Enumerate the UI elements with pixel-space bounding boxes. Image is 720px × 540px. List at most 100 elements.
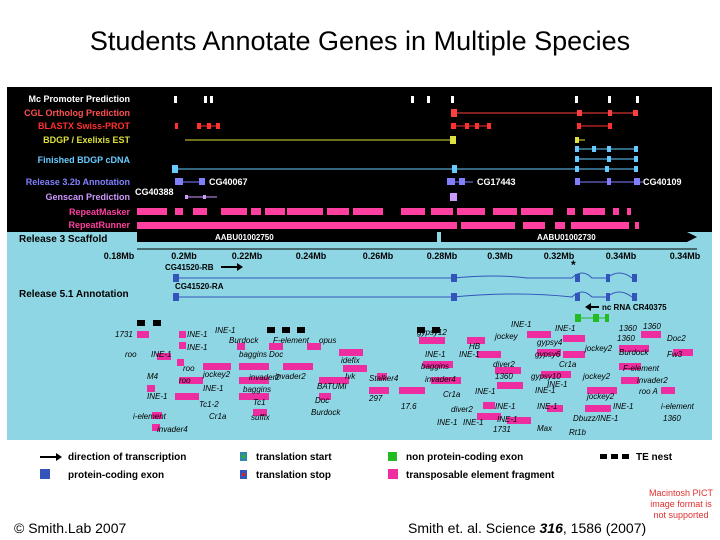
track-label: Genscan Prediction <box>45 192 130 202</box>
ruler-tick: 0.3Mb <box>487 251 513 261</box>
repeatmasker-features <box>137 208 631 215</box>
direction-arrowhead <box>237 263 243 271</box>
te-label: Doc2 <box>667 334 686 343</box>
track-label: RepeatRunner <box>68 220 130 230</box>
te-label: suffix <box>251 413 271 422</box>
gene-label-cg40109: CG40109 <box>643 177 682 187</box>
te-label: 1360 <box>495 372 513 381</box>
slide-title: Students Annotate Genes in Multiple Spec… <box>89 26 631 56</box>
te-label: opus <box>319 336 336 345</box>
te-label: HB <box>469 342 481 351</box>
te-label: Burdock <box>229 336 259 345</box>
legend-label: transposable element fragment <box>406 470 555 481</box>
citation-volume: 316 <box>539 520 563 536</box>
te-label: gypsy12 <box>417 328 447 337</box>
repeatrunner-features <box>137 222 639 229</box>
te-label: INE-1 <box>497 415 517 424</box>
te-label: invader2 <box>275 372 306 381</box>
track-label: Release 3.2b Annotation <box>26 177 130 187</box>
te-label: INE-1 <box>203 384 223 393</box>
te-label: INE-1 <box>547 380 567 389</box>
te-label: Cr1a <box>443 390 461 399</box>
te-label: INE-1 <box>425 350 445 359</box>
te-label: F-element <box>623 364 660 373</box>
te-label: Cr1a <box>209 412 227 421</box>
legend-label: translation start <box>256 452 332 463</box>
te-label: roo <box>183 364 195 373</box>
ruler-tick-extra: 0.34Mb <box>670 251 701 261</box>
te-label: 1360 <box>663 414 681 423</box>
ncrna-label: nc RNA CR40375 <box>602 303 667 312</box>
promoter-features <box>174 96 639 103</box>
ruler-tick: 0.32Mb <box>544 251 575 261</box>
te-label: INE-1 <box>151 350 171 359</box>
te-label: M4 <box>147 372 159 381</box>
te-label: Dbuzz/INE-1 <box>573 414 618 423</box>
ruler-tick: 0.22Mb <box>232 251 263 261</box>
te-label: invader2 <box>249 373 280 382</box>
track-label: RepeatMasker <box>69 207 131 217</box>
exons-ra <box>173 293 637 301</box>
te-label: Doc <box>315 396 329 405</box>
te-label: Doc <box>269 350 283 359</box>
ruler-tick: 0.2Mb <box>171 251 197 261</box>
te-label: gypsy4 <box>537 338 563 347</box>
te-label: BATUMI <box>317 382 347 391</box>
te-label: Max <box>537 424 553 433</box>
gene-label-cg40067: CG40067 <box>209 177 248 187</box>
te-label: invader4 <box>425 375 456 384</box>
te-label: INE-1 <box>463 418 483 427</box>
te-label: 1731 <box>115 330 133 339</box>
legend-te-nest-symbol <box>600 454 629 459</box>
ruler-tick: 0.28Mb <box>427 251 458 261</box>
citation-prefix: Smith et. al. Science <box>408 520 540 536</box>
ruler-tick: 0.34Mb <box>606 251 637 261</box>
ortholog-features <box>451 109 638 117</box>
te-label: jockey2 <box>584 344 613 353</box>
te-label: Rt1b <box>569 428 586 437</box>
legend-label: translation stop <box>256 470 331 481</box>
te-label: roo <box>125 350 137 359</box>
te-label: jockey2 <box>202 370 231 379</box>
te-label: INE-1 <box>537 402 557 411</box>
copyright: © Smith.Lab 2007 <box>14 520 127 536</box>
legend-start-dot <box>242 455 245 458</box>
te-label: Cr1a <box>559 360 577 369</box>
release51-label: Release 5.1 Annotation <box>19 289 129 300</box>
scaffold-bar-left <box>137 232 437 242</box>
transcript-ra <box>177 291 633 298</box>
te-label: Tc1-2 <box>199 400 219 409</box>
te-label: 1360 <box>619 324 637 333</box>
scaffold-id-right: AABU01002730 <box>537 233 596 242</box>
te-label: jockey2 <box>586 392 615 401</box>
legend-svg: direction of transcription translation s… <box>40 452 673 481</box>
te-label: Burdock <box>619 348 649 357</box>
te-label: INE-1 <box>511 320 531 329</box>
track-label: Finished BDGP cDNA <box>38 155 131 165</box>
te-label: i-element <box>661 402 695 411</box>
te-label: Stalker4 <box>369 374 399 383</box>
track-label: BLASTX Swiss-PROT <box>38 121 131 131</box>
pict-notice: Macintosh PICT image format is not suppo… <box>648 488 714 520</box>
te-label: INE-1 <box>215 326 235 335</box>
te-nest-markers <box>137 320 440 333</box>
te-label: gypsy6 <box>535 350 561 359</box>
legend-label: direction of transcription <box>68 452 186 463</box>
te-label: baggins <box>243 385 271 394</box>
te-label: INE-1 <box>437 418 457 427</box>
exons-rb <box>173 274 637 282</box>
te-label: roo <box>179 376 191 385</box>
te-label: INE-1 <box>613 402 633 411</box>
te-label: jockey2 <box>582 372 611 381</box>
genome-figure-svg: Mc Promoter Prediction CGL Ortholog Pred… <box>7 87 712 440</box>
te-label: Ivk <box>345 372 356 381</box>
genscan-features <box>185 193 457 201</box>
te-label: roo A <box>639 387 658 396</box>
te-label: idefix <box>341 356 361 365</box>
te-label: Burdock <box>311 408 341 417</box>
te-label: INE-1 <box>187 330 207 339</box>
te-label: invader2 <box>637 376 668 385</box>
legend-stop-dot <box>242 473 245 476</box>
te-label: F-element <box>273 336 310 345</box>
gene-label-cg17443: CG17443 <box>477 177 516 187</box>
